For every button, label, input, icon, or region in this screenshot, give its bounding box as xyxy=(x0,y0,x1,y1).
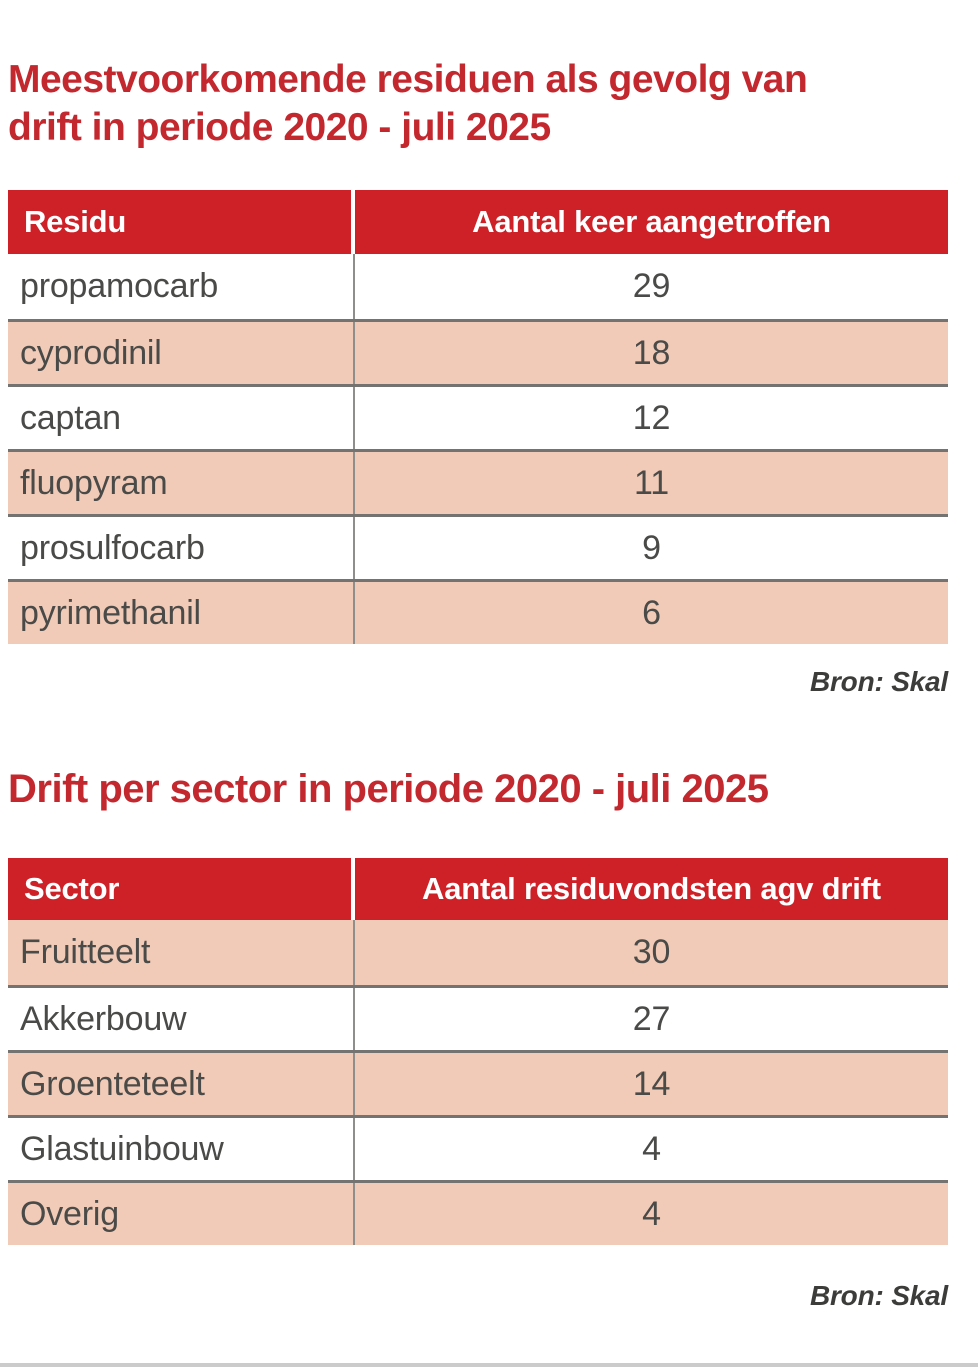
sector-count: 27 xyxy=(632,999,671,1038)
residue-name: fluopyram xyxy=(8,452,355,514)
source-credit: Bron: Skal xyxy=(809,666,948,697)
column-header-aantal-keer: Aantal keer aangetroffen xyxy=(472,204,831,239)
table-row: fluopyram 11 xyxy=(8,449,948,514)
residue-name: cyprodinil xyxy=(8,322,355,384)
table-row: Glastuinbouw 4 xyxy=(8,1115,948,1180)
sector-count: 30 xyxy=(632,933,671,971)
sector-count: 4 xyxy=(642,1129,661,1168)
sector-name: Groenteteelt xyxy=(8,1053,355,1115)
table-row: prosulfocarb 9 xyxy=(8,514,948,579)
table-row: cyprodinil 18 xyxy=(8,319,948,384)
sector-count: 4 xyxy=(642,1194,661,1233)
sector-table: Sector Aantal residuvondsten agv drift F… xyxy=(8,858,948,1245)
bottom-divider-bar xyxy=(0,1363,978,1367)
sector-name: Glastuinbouw xyxy=(8,1118,355,1180)
residue-count: 18 xyxy=(632,333,671,372)
column-header-residu: Residu xyxy=(8,190,355,254)
residue-count: 11 xyxy=(634,463,669,502)
section2-title-line1: Drift per sector in periode 2020 - juli … xyxy=(8,767,769,811)
sector-table-header: Sector Aantal residuvondsten agv drift xyxy=(8,858,948,920)
residue-count: 12 xyxy=(632,398,671,437)
table-row: propamocarb 29 xyxy=(8,254,948,319)
table-row: pyrimethanil 6 xyxy=(8,579,948,644)
table-row: captan 12 xyxy=(8,384,948,449)
residue-count: 9 xyxy=(642,528,661,567)
table-row: Akkerbouw 27 xyxy=(8,985,948,1050)
residue-name: propamocarb xyxy=(8,254,355,319)
residue-count: 29 xyxy=(632,267,671,305)
residue-name: captan xyxy=(8,387,355,449)
residue-name: prosulfocarb xyxy=(8,517,355,579)
column-header-residuvondsten: Aantal residuvondsten agv drift xyxy=(422,871,881,906)
residue-count: 6 xyxy=(642,593,661,632)
residue-name: pyrimethanil xyxy=(8,582,355,644)
table-row: Groenteteelt 14 xyxy=(8,1050,948,1115)
table-row: Fruitteelt 30 xyxy=(8,920,948,985)
section1-title: Meestvoorkomende residuen als gevolg van… xyxy=(8,56,960,152)
residue-table: Residu Aantal keer aangetroffen propamoc… xyxy=(8,190,948,644)
sector-name: Akkerbouw xyxy=(8,988,355,1050)
column-header-sector: Sector xyxy=(8,858,355,920)
sector-count: 14 xyxy=(632,1064,671,1103)
section2-title: Drift per sector in periode 2020 - juli … xyxy=(8,765,960,813)
section1-title-line2: drift in periode 2020 - juli 2025 xyxy=(8,106,551,149)
section1-title-line1: Meestvoorkomende residuen als gevolg van xyxy=(8,58,808,101)
source-credit: Bron: Skal xyxy=(809,1280,948,1311)
sector-name: Fruitteelt xyxy=(8,920,355,985)
table-row: Overig 4 xyxy=(8,1180,948,1245)
residue-table-header: Residu Aantal keer aangetroffen xyxy=(8,190,948,254)
sector-name: Overig xyxy=(8,1183,355,1245)
